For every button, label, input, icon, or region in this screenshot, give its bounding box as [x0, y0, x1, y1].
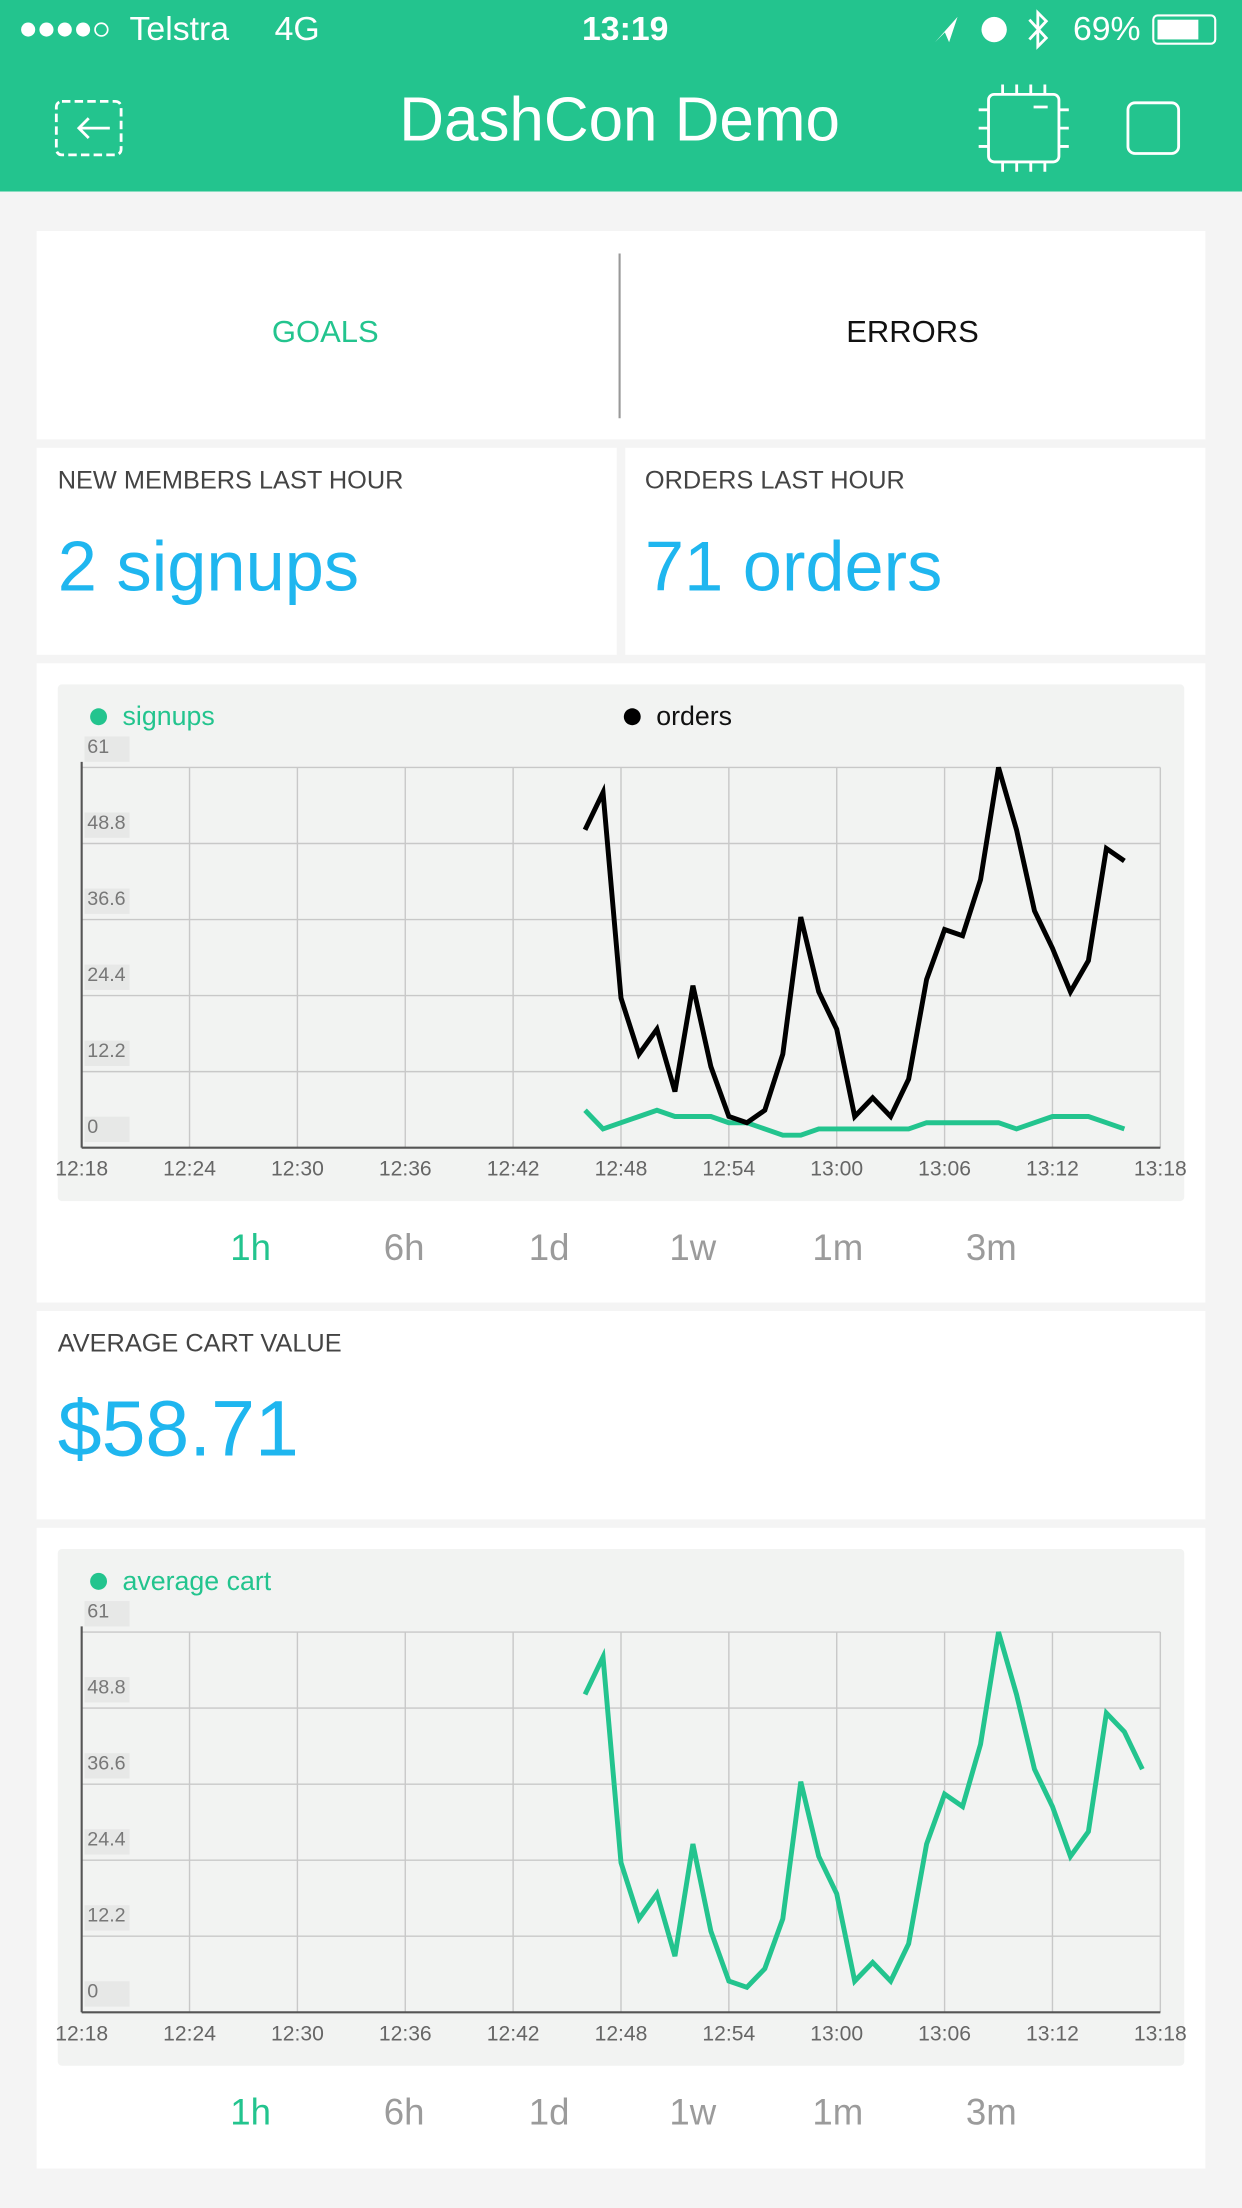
y-tick-label-bg: [84, 1601, 130, 1627]
y-tick-label: 0: [87, 1116, 98, 1138]
x-tick-label: 12:36: [379, 1158, 432, 1181]
y-tick-label-bg: [84, 736, 130, 762]
legend-dot: [90, 708, 108, 726]
network: 4G: [275, 10, 320, 48]
y-tick-label-bg: [84, 1753, 130, 1779]
y-tick-label: 12.2: [87, 1905, 125, 1927]
legend-dot: [623, 708, 641, 726]
x-tick-label: 13:12: [1026, 2022, 1079, 2045]
x-tick-label: 12:48: [595, 2022, 648, 2045]
y-tick-label-bg: [84, 1981, 130, 2007]
y-tick-label: 36.6: [87, 888, 125, 910]
x-tick-label: 13:18: [1134, 1158, 1187, 1181]
x-tick-label: 12:24: [163, 2022, 216, 2045]
x-tick-label: 13:00: [810, 1158, 863, 1181]
y-tick-label: 24.4: [87, 964, 125, 986]
legend-label: orders: [656, 701, 732, 731]
range-button[interactable]: 6h: [384, 2092, 425, 2133]
x-tick-label: 13:12: [1026, 1158, 1079, 1181]
y-tick-label: 48.8: [87, 812, 125, 834]
y-tick-label-bg: [84, 812, 130, 838]
range-button[interactable]: 1w: [669, 1227, 716, 1268]
x-tick-label: 12:30: [271, 1158, 324, 1181]
range-button[interactable]: 1m: [812, 2092, 863, 2133]
x-tick-label: 12:48: [595, 1158, 648, 1181]
metric-value: 71 orders: [645, 526, 942, 605]
range-button[interactable]: 3m: [966, 2092, 1017, 2133]
y-tick-label-bg: [84, 1829, 130, 1855]
range-button[interactable]: 1h: [230, 1227, 271, 1268]
x-tick-label: 13:00: [810, 2022, 863, 2045]
battery-fill: [1157, 19, 1199, 40]
x-tick-label: 13:06: [918, 2022, 971, 2045]
metric-label: NEW MEMBERS LAST HOUR: [58, 466, 404, 494]
metric-card: [36, 447, 617, 655]
y-tick-label: 36.6: [87, 1753, 125, 1775]
y-tick-label: 24.4: [87, 1829, 125, 1851]
battery-icon: [1152, 14, 1217, 45]
y-tick-label-bg: [84, 1905, 130, 1931]
y-tick-label: 48.8: [87, 1677, 125, 1699]
tabs-card: [36, 230, 1206, 440]
y-tick-label-bg: [84, 1677, 130, 1703]
x-tick-label: 12:24: [163, 1158, 216, 1181]
edit-button[interactable]: [1126, 101, 1181, 155]
range-button[interactable]: 1m: [812, 1227, 863, 1268]
x-tick-label: 12:18: [55, 1158, 108, 1181]
y-tick-label-bg: [84, 964, 130, 990]
y-tick-label: 0: [87, 1981, 98, 2003]
data-line: [582, 1631, 1145, 1991]
x-tick-label: 13:06: [918, 1158, 971, 1181]
metric-value: 2 signups: [58, 526, 359, 605]
range-button[interactable]: 6h: [384, 1227, 425, 1268]
x-tick-label: 12:54: [702, 2022, 755, 2045]
range-button[interactable]: 1d: [529, 1227, 570, 1268]
x-tick-label: 12:54: [702, 1158, 755, 1181]
data-line: [583, 1107, 1126, 1138]
location-icon: [935, 16, 958, 43]
metric-label: AVERAGE CART VALUE: [58, 1329, 342, 1357]
legend-dot: [90, 1572, 108, 1590]
app-title: DashCon Demo: [399, 85, 840, 154]
x-tick-label: 12:36: [379, 2022, 432, 2045]
range-button[interactable]: 3m: [966, 1227, 1017, 1268]
carrier: Telstra: [130, 10, 230, 48]
range-button[interactable]: 1h: [230, 2092, 271, 2133]
bluetooth-icon: [1028, 9, 1049, 50]
battery-level: 69%: [1073, 10, 1141, 48]
signal-dots: [21, 22, 109, 37]
metric-value: $58.71: [58, 1385, 299, 1473]
y-tick-label-bg: [84, 888, 130, 914]
x-tick-label: 12:42: [487, 2022, 540, 2045]
y-tick-label-bg: [84, 1116, 130, 1143]
exit-button[interactable]: [54, 99, 123, 157]
alarm-icon: [981, 16, 1007, 43]
range-button[interactable]: 1d: [529, 2092, 570, 2133]
y-tick-label: 61: [87, 1601, 109, 1623]
y-tick-label-bg: [84, 1040, 130, 1066]
legend-label: signups: [123, 701, 215, 731]
y-tick-label: 61: [87, 736, 109, 758]
x-tick-label: 12:42: [487, 1158, 540, 1181]
x-tick-label: 13:18: [1134, 2022, 1187, 2045]
tab[interactable]: GOALS: [272, 314, 379, 349]
data-line: [582, 766, 1126, 1126]
range-button[interactable]: 1w: [669, 2092, 716, 2133]
tab[interactable]: ERRORS: [846, 314, 979, 349]
x-tick-label: 12:18: [55, 2022, 108, 2045]
x-tick-label: 12:30: [271, 2022, 324, 2045]
legend-label: average cart: [123, 1566, 272, 1596]
metric-card: [625, 447, 1206, 655]
clock: 13:19: [582, 10, 668, 48]
device-button[interactable]: [978, 84, 1069, 172]
y-tick-label: 12.2: [87, 1040, 125, 1062]
metric-card: [36, 1311, 1206, 1520]
metric-label: ORDERS LAST HOUR: [645, 466, 905, 494]
